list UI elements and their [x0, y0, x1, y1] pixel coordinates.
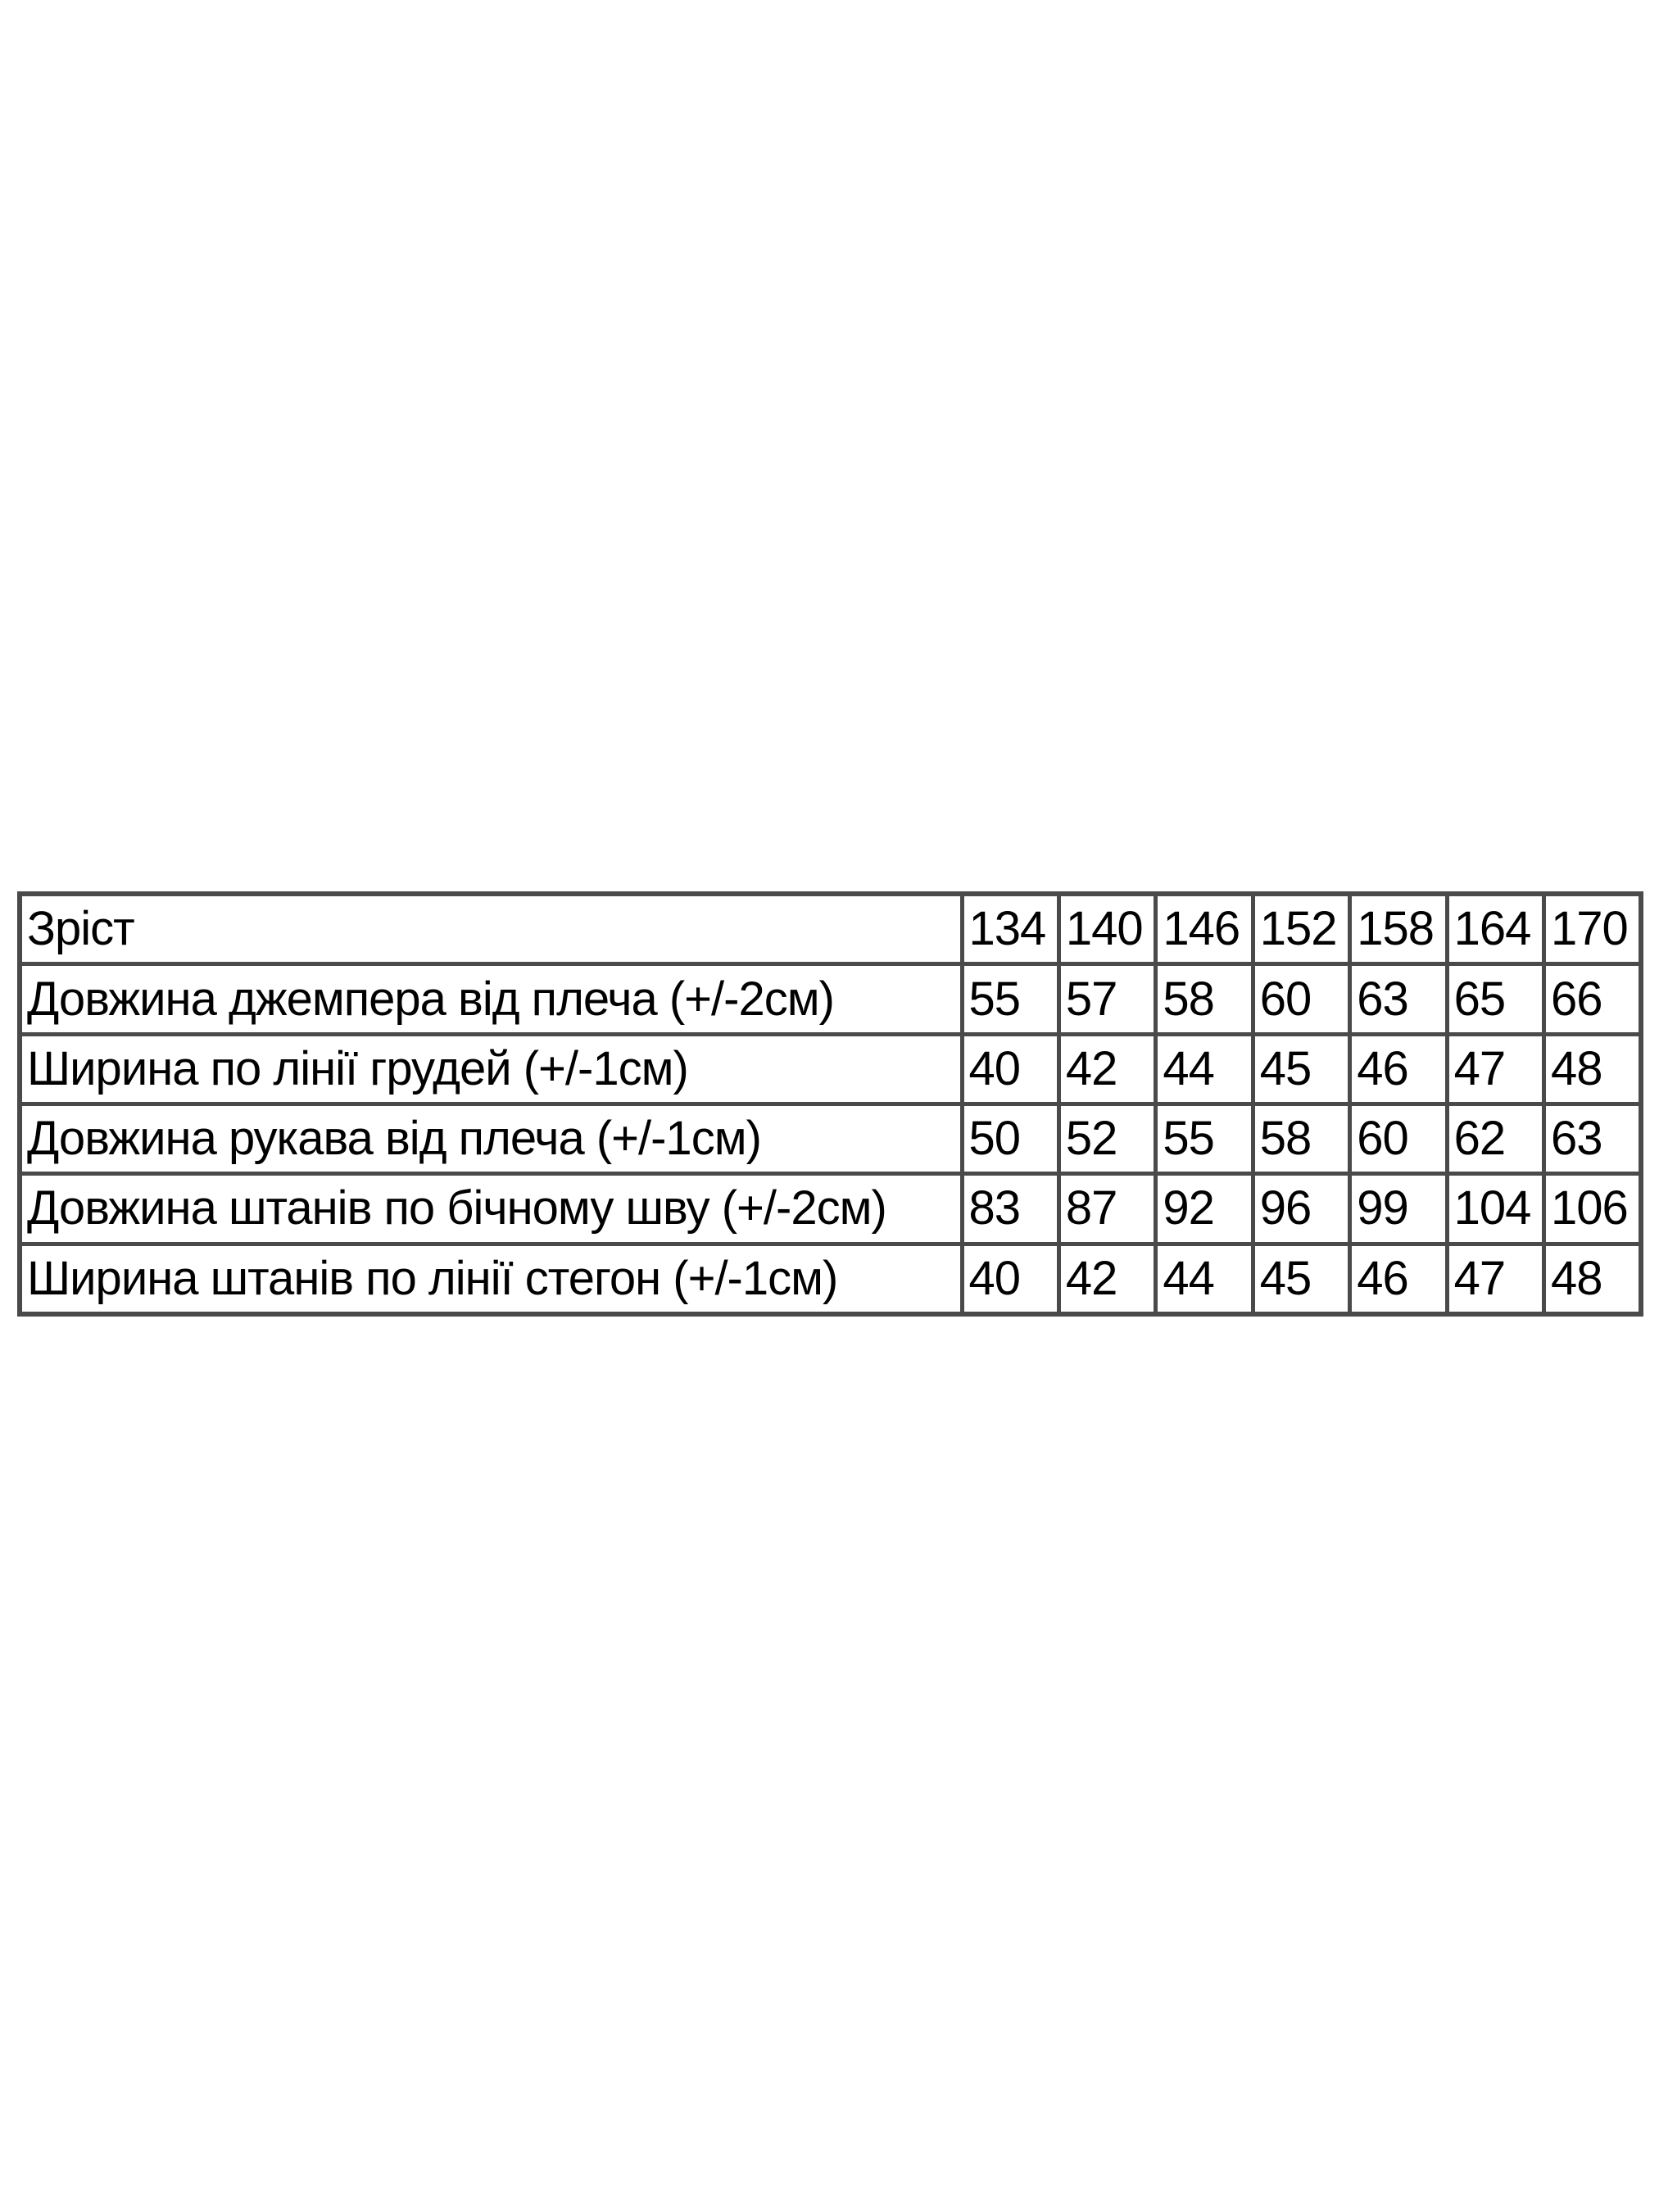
table-row: Довжина штанів по бічному шву (+/-2см) 83… — [17, 1172, 1643, 1246]
cell-value: 92 — [1154, 1172, 1255, 1246]
cell-value: 99 — [1348, 1172, 1449, 1246]
cell-value: 48 — [1542, 1241, 1643, 1317]
cell-value: 164 — [1444, 891, 1547, 967]
cell-value: 55 — [1154, 1101, 1255, 1176]
cell-value: 66 — [1542, 962, 1643, 1036]
cell-value: 47 — [1444, 1241, 1547, 1317]
cell-value: 47 — [1444, 1031, 1547, 1106]
table-row: Довжина джемпера від плеча (+/-2см) 55 57 5… — [17, 962, 1643, 1036]
cell-value: 45 — [1250, 1031, 1353, 1106]
cell-value: 106 — [1542, 1172, 1643, 1246]
cell-value: 46 — [1348, 1241, 1449, 1317]
cell-value: 42 — [1056, 1031, 1158, 1106]
cell-value: 65 — [1444, 962, 1547, 1036]
cell-value: 158 — [1348, 891, 1449, 967]
cell-value: 83 — [959, 1172, 1061, 1246]
table-row: Ширина штанів по лінії стегон (+/-1см) 40… — [17, 1241, 1643, 1317]
cell-value: 52 — [1056, 1101, 1158, 1176]
cell-value: 62 — [1444, 1101, 1547, 1176]
row-label: Зріст — [17, 891, 964, 967]
cell-value: 134 — [959, 891, 1061, 967]
cell-value: 58 — [1154, 962, 1255, 1036]
cell-value: 63 — [1348, 962, 1449, 1036]
cell-value: 44 — [1154, 1241, 1255, 1317]
cell-value: 50 — [959, 1101, 1061, 1176]
cell-value: 170 — [1542, 891, 1643, 967]
size-chart-table: Зріст 134 140 146 152 158 164 170 Довжина джемпе… — [17, 891, 1643, 1317]
cell-value: 96 — [1250, 1172, 1353, 1246]
cell-value: 57 — [1056, 962, 1158, 1036]
header-row: Зріст 134 140 146 152 158 164 170 — [17, 891, 1643, 967]
cell-value: 44 — [1154, 1031, 1255, 1106]
row-label: Довжина джемпера від плеча (+/-2см) — [17, 962, 964, 1036]
cell-value: 40 — [959, 1031, 1061, 1106]
cell-value: 63 — [1542, 1101, 1643, 1176]
cell-value: 45 — [1250, 1241, 1353, 1317]
cell-value: 42 — [1056, 1241, 1158, 1317]
cell-value: 87 — [1056, 1172, 1158, 1246]
cell-value: 140 — [1056, 891, 1158, 967]
table-row: Довжина рукава від плеча (+/-1см) 50 52 55 5… — [17, 1101, 1643, 1176]
cell-value: 55 — [959, 962, 1061, 1036]
cell-value: 46 — [1348, 1031, 1449, 1106]
cell-value: 60 — [1348, 1101, 1449, 1176]
table-row: Ширина по лінії грудей (+/-1см) 40 42 44 45 4… — [17, 1031, 1643, 1106]
row-label: Ширина штанів по лінії стегон (+/-1см) — [17, 1241, 964, 1317]
cell-value: 58 — [1250, 1101, 1353, 1176]
cell-value: 152 — [1250, 891, 1353, 967]
cell-value: 60 — [1250, 962, 1353, 1036]
cell-value: 48 — [1542, 1031, 1643, 1106]
cell-value: 146 — [1154, 891, 1255, 967]
row-label: Ширина по лінії грудей (+/-1см) — [17, 1031, 964, 1106]
cell-value: 40 — [959, 1241, 1061, 1317]
cell-value: 104 — [1444, 1172, 1547, 1246]
row-label: Довжина рукава від плеча (+/-1см) — [17, 1101, 964, 1176]
row-label: Довжина штанів по бічному шву (+/-2см) — [17, 1172, 964, 1246]
